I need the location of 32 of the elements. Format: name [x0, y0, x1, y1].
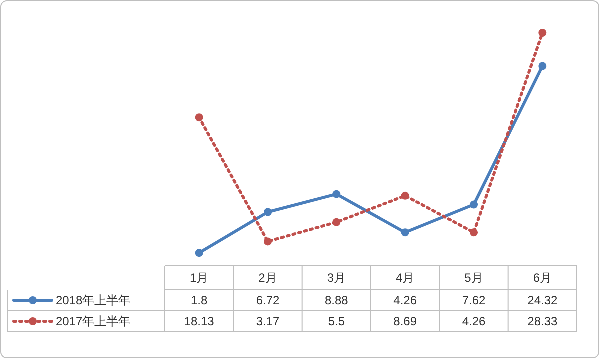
legend-label: 2018年上半年 [56, 294, 131, 308]
point [195, 114, 204, 122]
data-label: 28.33 [528, 314, 558, 328]
x-tick-label: 3月 [327, 271, 346, 285]
data-label: 4.26 [462, 314, 486, 328]
data-label: 8.69 [394, 314, 418, 328]
data-label: 5.5 [328, 314, 346, 328]
data-label: 8.88 [324, 294, 349, 308]
point [332, 190, 341, 198]
point [538, 62, 547, 70]
point [401, 228, 410, 237]
data-label: 7.62 [462, 294, 486, 308]
x-tick-label: 5月 [464, 271, 484, 285]
point [264, 238, 272, 246]
point [538, 29, 547, 37]
data-label: 18.13 [184, 314, 215, 328]
legend-label: 2017年上半年 [56, 314, 131, 328]
point [401, 192, 410, 200]
point [470, 200, 478, 209]
x-tick-label: 6月 [533, 271, 552, 285]
data-label: 4.26 [394, 294, 418, 308]
x-tick-label: 2月 [258, 271, 278, 285]
data-label: 1.8 [190, 294, 208, 308]
point [264, 208, 272, 216]
x-tick-label: 4月 [396, 271, 415, 285]
data-label: 6.72 [256, 294, 280, 308]
point [332, 218, 341, 226]
x-tick-label: 1月 [190, 271, 209, 285]
data-label: 3.17 [256, 314, 280, 328]
point [195, 249, 204, 258]
data-label: 24.32 [528, 294, 558, 308]
point [470, 228, 478, 237]
